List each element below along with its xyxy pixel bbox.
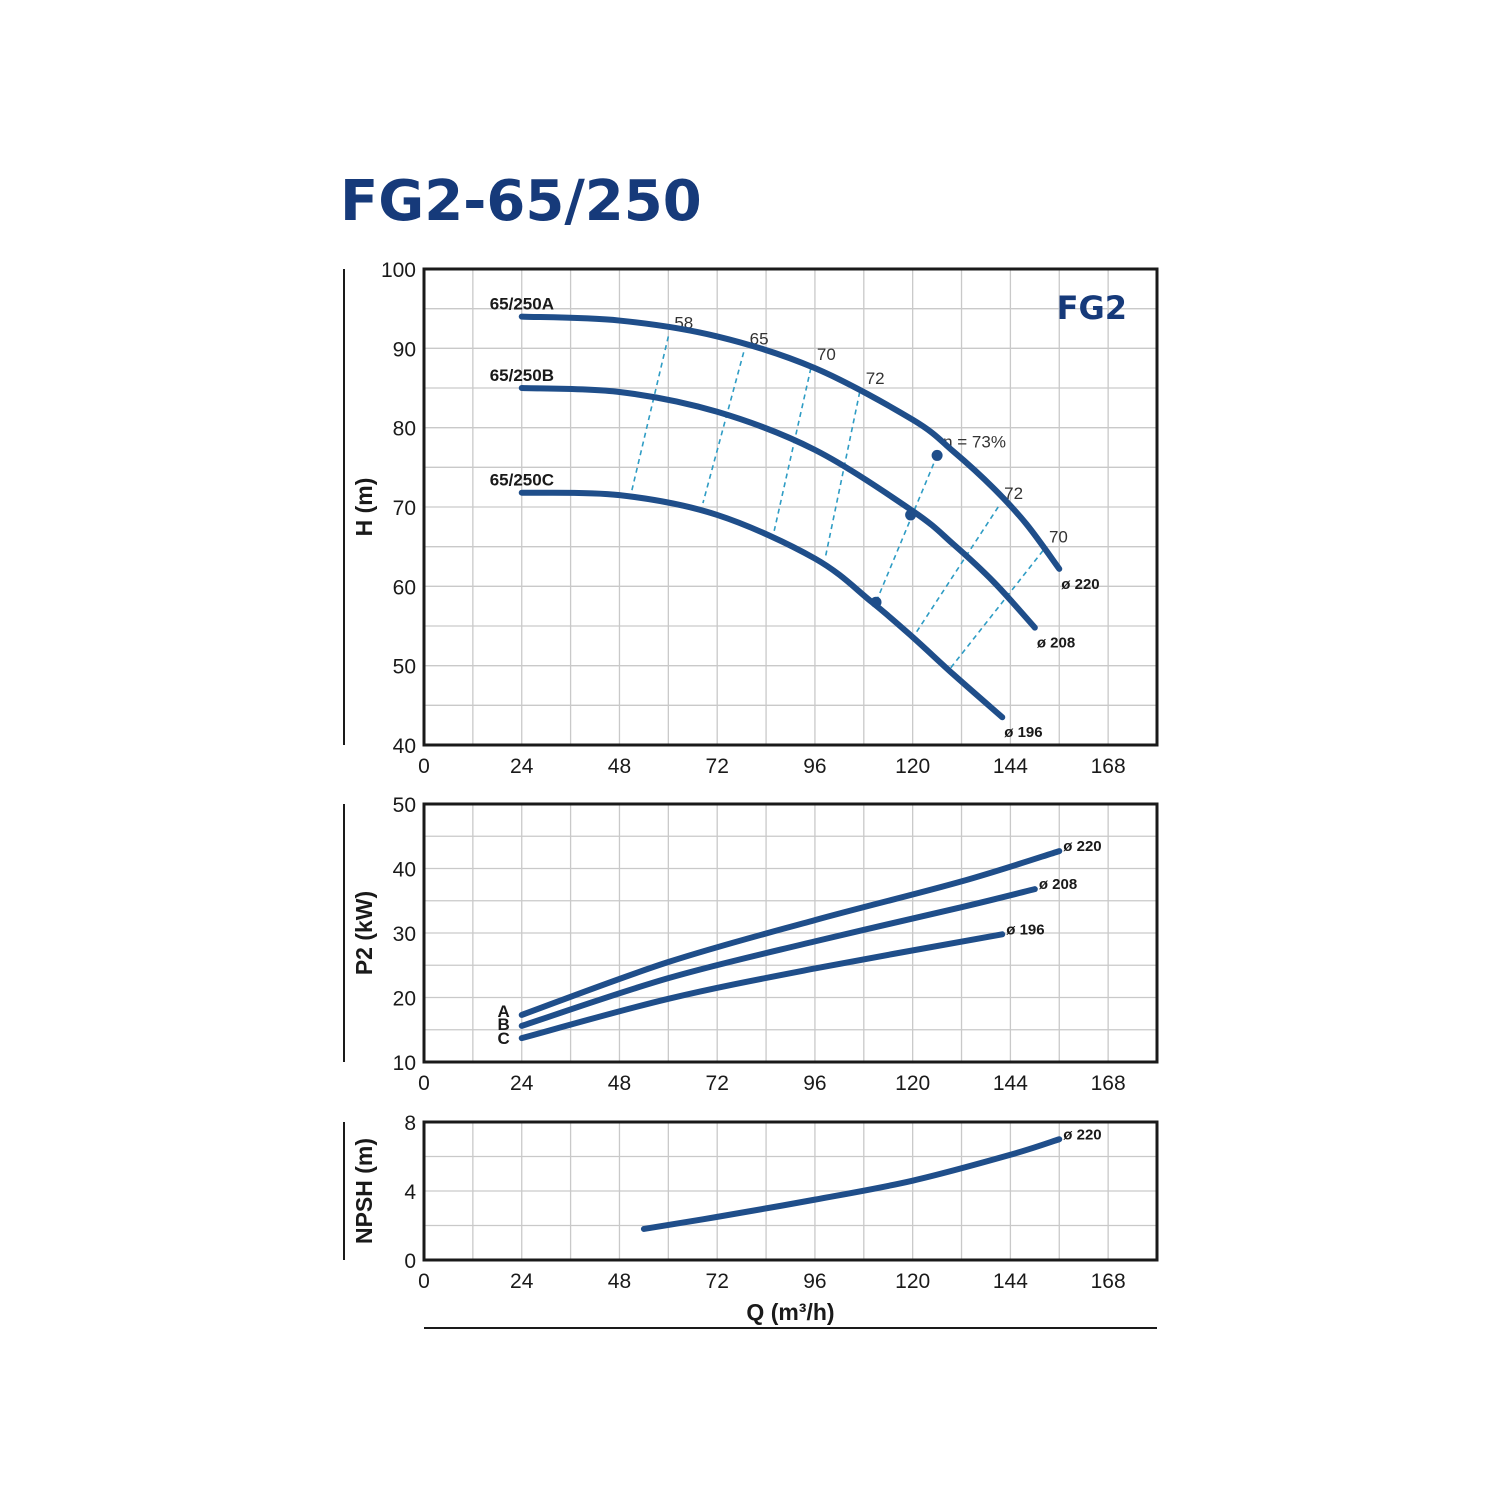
npsh-x-tick-label: 0: [418, 1270, 430, 1293]
power-frame: [422, 802, 1159, 1064]
head-x-tick-label: 168: [1091, 755, 1126, 778]
npsh-x-tick-label: 24: [510, 1270, 534, 1293]
npsh-x-axis-title: Q (m³/h): [746, 1299, 834, 1325]
power-series-1-name-label: B: [497, 1015, 509, 1034]
head-series-2-name-label: 65/250C: [490, 471, 554, 490]
power-y-axis-title: P2 (kW): [351, 891, 377, 975]
power-x-tick-label: 144: [993, 1072, 1028, 1095]
efficiency-line-2: [773, 367, 812, 531]
head-series-0-name-label: 65/250A: [490, 295, 554, 314]
power-x-tick-label: 96: [803, 1072, 826, 1095]
head-x-tick-label: 96: [803, 755, 826, 778]
power-y-tick-label: 50: [393, 794, 416, 817]
head-x-tick-label: 24: [510, 755, 534, 778]
head-y-tick-label: 90: [393, 338, 416, 361]
brand-label: FG2: [1057, 289, 1127, 327]
head-y-tick-label: 40: [393, 735, 416, 758]
npsh-x-tick-label: 120: [895, 1270, 930, 1293]
power-x-tick-label: 24: [510, 1072, 534, 1095]
efficiency-label-6: 70: [1049, 528, 1068, 547]
power-x-tick-label: 120: [895, 1072, 930, 1095]
npsh-y-tick-label: 0: [404, 1250, 416, 1273]
npsh-y-axis-title: NPSH (m): [351, 1138, 377, 1244]
npsh-x-tick-label: 96: [803, 1270, 826, 1293]
head-series-2-diameter-label: ø 196: [1004, 724, 1042, 741]
power-series-2-line: [518, 931, 1006, 1042]
npsh-series-0-diameter-label: ø 220: [1063, 1126, 1101, 1143]
head-y-tick-label: 70: [393, 497, 416, 520]
efficiency-label-3: 72: [866, 369, 885, 388]
head-series-0-diameter-label: ø 220: [1061, 576, 1099, 593]
power-series-2-diameter-label: ø 196: [1006, 921, 1044, 938]
power-y-tick-label: 40: [393, 859, 416, 882]
npsh-x-tick-label: 72: [706, 1270, 729, 1293]
efficiency-line-5: [911, 506, 999, 639]
head-series-0-line: [518, 313, 1063, 572]
power-y-tick-label: 20: [393, 988, 416, 1011]
head-series-1-name-label: 65/250B: [490, 366, 554, 385]
efficiency-label-4: η = 73%: [943, 432, 1006, 451]
npsh-series-0-line: [640, 1136, 1063, 1232]
npsh-y-tick-label: 4: [404, 1181, 416, 1204]
power-x-tick-label: 48: [608, 1072, 631, 1095]
head-series-1-diameter-label: ø 208: [1037, 635, 1075, 652]
efficiency-line-4: [875, 455, 938, 603]
head-x-tick-label: 120: [895, 755, 930, 778]
power-plot: 10 20 30 40 50 0 24 48 72 96 120 144 168 P2 (kW) ø 220…: [343, 794, 1159, 1095]
power-y-tick-label: 30: [393, 923, 416, 946]
head-x-tick-label: 0: [418, 755, 430, 778]
npsh-x-tick-label: 48: [608, 1270, 631, 1293]
power-series-0-name-label: A: [497, 1002, 509, 1021]
head-x-tick-label: 48: [608, 755, 631, 778]
head-y-tick-label: 60: [393, 576, 416, 599]
efficiency-line-6: [948, 550, 1044, 671]
head-frame: [422, 267, 1159, 747]
chart-title: FG2-65/250: [340, 169, 702, 234]
power-y-tick-label: 10: [393, 1052, 416, 1075]
efficiency-line-3: [824, 391, 861, 559]
power-x-tick-label: 72: [706, 1072, 729, 1095]
power-x-tick-label: 0: [418, 1072, 430, 1095]
npsh-frame: [422, 1120, 1159, 1262]
power-series-2-name-label: C: [497, 1029, 509, 1048]
efficiency-label-2: 70: [817, 345, 836, 364]
efficiency-line-1: [702, 352, 745, 504]
head-y-tick-label: 50: [393, 656, 416, 679]
head-y-tick-label: 100: [381, 259, 416, 282]
head-x-tick-label: 72: [706, 755, 729, 778]
head-y-axis-title: H (m): [351, 478, 377, 537]
power-series-1-diameter-label: ø 208: [1039, 876, 1077, 893]
bep-dot-0: [931, 449, 943, 461]
npsh-y-tick-label: 8: [404, 1112, 416, 1135]
head-x-tick-label: 144: [993, 755, 1028, 778]
head-series-2-line: [518, 489, 1006, 721]
npsh-x-tick-label: 144: [993, 1270, 1028, 1293]
power-series-0-line: [518, 848, 1063, 1018]
bep-dot-1: [905, 509, 917, 521]
head-y-tick-label: 80: [393, 418, 416, 441]
npsh-x-tick-label: 168: [1091, 1270, 1126, 1293]
head-series-1-line: [518, 385, 1038, 631]
power-series-0-diameter-label: ø 220: [1063, 838, 1101, 855]
efficiency-label-5: 72: [1004, 484, 1023, 503]
bep-dot-2: [870, 596, 882, 608]
power-series-1-line: [518, 886, 1038, 1029]
power-x-tick-label: 168: [1091, 1072, 1126, 1095]
